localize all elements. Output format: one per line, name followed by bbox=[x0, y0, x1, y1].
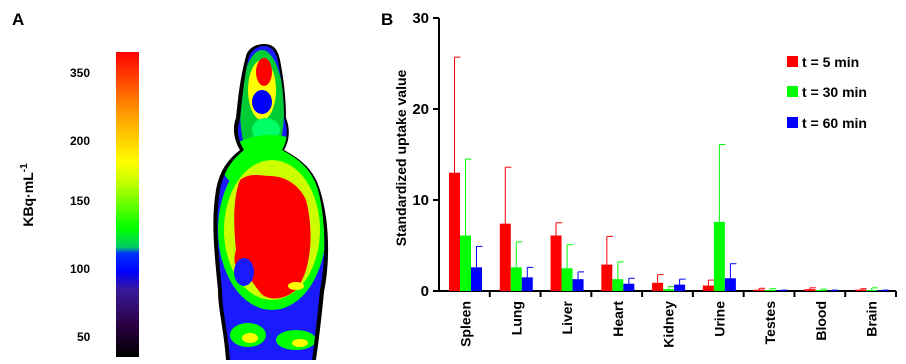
colorbar-title: KBq·mL-1 bbox=[19, 163, 36, 227]
colorbar-tick: 200 bbox=[70, 134, 90, 148]
pet-scan-body bbox=[213, 44, 329, 360]
bar bbox=[499, 223, 511, 291]
colorbar-tick: 350 bbox=[70, 66, 90, 80]
category-label: Kidney bbox=[661, 301, 677, 348]
y-tick-label: 10 bbox=[412, 192, 429, 209]
bar bbox=[612, 279, 624, 291]
y-tick-label: 0 bbox=[421, 283, 429, 300]
category-label: Lung bbox=[508, 301, 524, 335]
category-label: Testes bbox=[762, 301, 778, 345]
bar bbox=[601, 264, 613, 291]
category-label: Brain bbox=[864, 301, 880, 337]
colorbar-tick: 150 bbox=[70, 194, 90, 208]
bar bbox=[572, 279, 584, 291]
bar bbox=[674, 284, 686, 291]
bar bbox=[815, 290, 827, 291]
bar bbox=[855, 289, 867, 291]
legend-label: t = 30 min bbox=[802, 84, 867, 100]
colorbar-title-exponent: -1 bbox=[19, 163, 30, 172]
y-tick-label: 30 bbox=[412, 10, 429, 27]
colorbar-tick: 100 bbox=[70, 262, 90, 276]
bar-chart: 0 10 20 30 Spleen Lung Liver Heart Kidney Urine Te… bbox=[393, 10, 897, 348]
bar bbox=[775, 290, 787, 292]
category-label: Heart bbox=[610, 301, 626, 337]
colorbar-title-text: KBq·mL bbox=[20, 172, 36, 227]
bar bbox=[702, 285, 714, 291]
bar bbox=[510, 267, 522, 291]
svg-text:KBq·mL-1: KBq·mL-1 bbox=[19, 163, 36, 227]
bar bbox=[460, 235, 471, 291]
bar bbox=[753, 289, 765, 291]
bar bbox=[550, 235, 562, 291]
bar bbox=[764, 290, 776, 291]
bar bbox=[652, 282, 664, 291]
bar bbox=[561, 268, 573, 291]
panel-b-letter: B bbox=[381, 10, 394, 29]
panel-a-image: 350 200 150 100 50 KBq·mL-1 bbox=[19, 44, 329, 360]
category-label: Liver bbox=[559, 300, 575, 334]
y-axis-label: Standardized uptake value bbox=[393, 69, 409, 246]
category-label: Blood bbox=[813, 301, 829, 341]
panel-a-letter: A bbox=[12, 10, 25, 29]
bar bbox=[623, 283, 635, 291]
bar bbox=[471, 267, 482, 291]
bar bbox=[804, 289, 816, 291]
category-label: Spleen bbox=[458, 301, 474, 347]
legend-label: t = 60 min bbox=[802, 115, 867, 131]
y-tick-label: 20 bbox=[412, 101, 429, 118]
bar bbox=[521, 277, 533, 291]
bar bbox=[826, 290, 838, 292]
colorbar-tick: 50 bbox=[77, 330, 91, 344]
legend-swatch bbox=[787, 56, 798, 67]
bar bbox=[663, 289, 675, 291]
legend-label: t = 5 min bbox=[802, 54, 859, 70]
category-label: Urine bbox=[711, 301, 727, 337]
legend-swatch bbox=[787, 117, 798, 128]
legend-swatch bbox=[787, 86, 798, 97]
bar bbox=[724, 278, 736, 291]
bar bbox=[866, 290, 878, 291]
bar bbox=[877, 290, 889, 292]
colorbar bbox=[116, 52, 139, 357]
bar bbox=[449, 172, 460, 291]
bar bbox=[713, 221, 725, 291]
